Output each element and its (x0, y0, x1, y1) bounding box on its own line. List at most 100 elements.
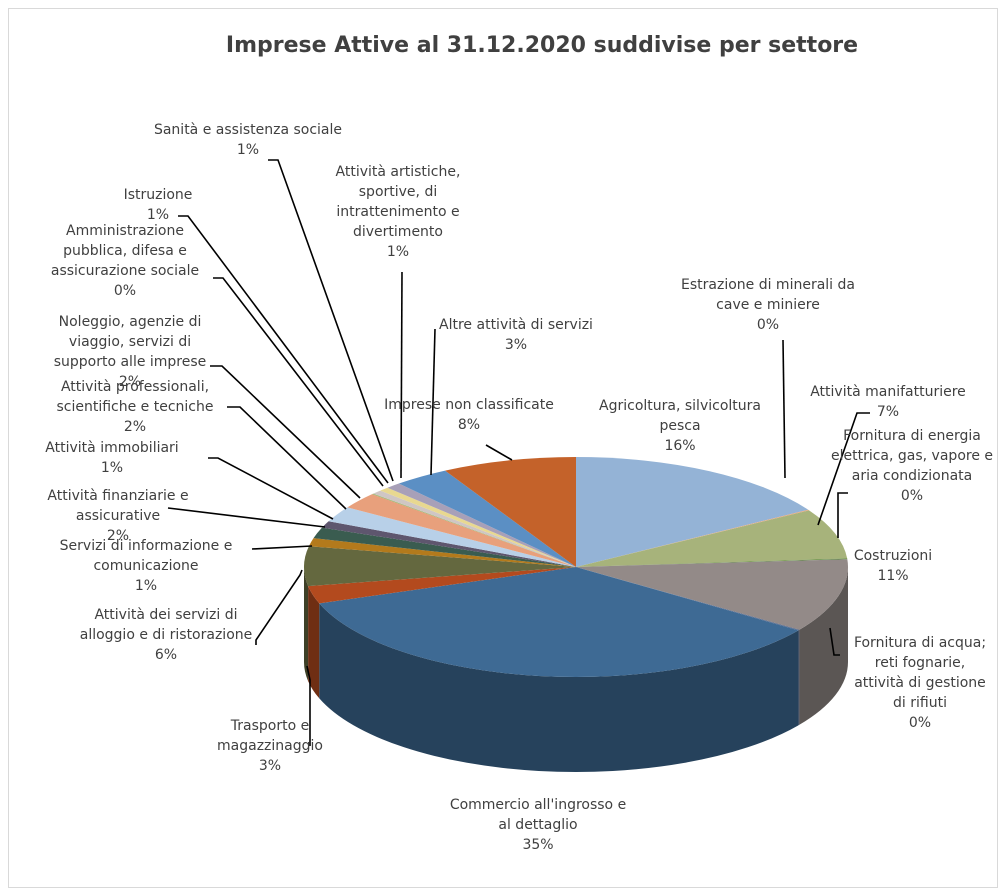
leader-line-8 (255, 569, 303, 645)
slice-label-4: Costruzioni 11% (854, 548, 932, 584)
slice-label-line: al dettaglio (498, 817, 577, 833)
slice-label-line: comunicazione (93, 558, 198, 574)
slice-label-line: Istruzione (124, 187, 193, 203)
slice-16 (380, 487, 576, 567)
slice-7 (308, 567, 576, 604)
slice-label-3: Fornitura di energia elettrica, gas, vapo… (831, 428, 993, 504)
slice-label-line: Imprese non classificate (384, 397, 554, 413)
slice-1 (576, 509, 810, 567)
leader-line-10 (167, 507, 326, 528)
slice-percent-7: 3% (259, 758, 281, 774)
slice-percent-12: 2% (124, 419, 146, 435)
slice-label-line: assicurazione sociale (51, 263, 199, 279)
slice-percent-9: 1% (135, 578, 157, 594)
slice-label-6: Commercio all'ingrosso e al dettaglio 35% (450, 797, 626, 853)
slice-percent-14: 0% (114, 283, 136, 299)
leader-line-16 (268, 159, 394, 482)
slice-label-line: Attività finanziarie e (47, 488, 188, 504)
slice-label-line: aria condizionata (852, 468, 973, 484)
slice-label-2: Attività manifatturiere 7% (810, 384, 966, 420)
slice-side-4 (799, 567, 848, 725)
slice-percent-13: 2% (119, 374, 141, 390)
leader-line-19 (485, 444, 513, 461)
slice-13 (347, 494, 576, 567)
slice-label-11: Attività immobiliari 1% (45, 440, 178, 476)
slice-percent-17: 1% (387, 244, 409, 260)
slice-6 (319, 567, 799, 677)
slice-percent-3: 0% (901, 488, 923, 504)
slice-label-17: Attività artistiche, sportive, di intratte… (336, 164, 461, 260)
slice-label-line: Sanità e assistenza sociale (154, 122, 342, 138)
slice-label-line: Servizi di informazione e (60, 538, 233, 554)
slice-percent-1: 0% (757, 317, 779, 333)
slice-label-line: Trasporto e (230, 718, 309, 734)
slice-11 (321, 521, 576, 567)
slice-label-1: Estrazione di minerali da cave e miniere 0… (681, 277, 855, 333)
slice-percent-4: 11% (877, 568, 908, 584)
slice-label-line: Attività manifatturiere (810, 384, 966, 400)
slice-percent-11: 1% (101, 460, 123, 476)
slice-18 (398, 470, 576, 567)
slice-0 (576, 457, 809, 567)
slice-label-line: viaggio, servizi di (69, 334, 191, 350)
slice-label-line: magazzinaggio (217, 738, 323, 754)
slice-label-line: Fornitura di energia (843, 428, 981, 444)
slice-percent-16: 1% (237, 142, 259, 158)
slice-labels: Agricoltura, silvicoltura pesca 16% Estrazi… (45, 122, 993, 853)
chart-title: Imprese Attive al 31.12.2020 suddivise p… (226, 33, 858, 58)
slice-label-line: Attività dei servizi di (94, 607, 237, 623)
slice-label-line: scientifiche e tecniche (56, 399, 213, 415)
slice-side-7 (308, 586, 320, 699)
slice-label-14: Amministrazione pubblica, difesa e assicur… (51, 223, 199, 299)
leader-line-11 (208, 457, 334, 520)
slice-14 (372, 493, 576, 567)
slice-label-line: di rifiuti (893, 695, 947, 711)
leader-line-3 (837, 492, 848, 538)
slice-8 (304, 546, 576, 587)
slice-label-7: Trasporto e magazzinaggio 3% (217, 718, 323, 774)
leader-line-18 (430, 328, 436, 476)
leader-line-15 (178, 215, 389, 484)
slice-label-line: Attività artistiche, (336, 164, 461, 180)
pie-sides (304, 567, 848, 772)
slice-label-line: Noleggio, agenzie di (59, 314, 202, 330)
slice-label-line: pesca (659, 418, 700, 434)
slice-percent-6: 35% (522, 837, 553, 853)
leader-line-5 (829, 627, 840, 656)
slice-10 (313, 527, 576, 567)
slice-percent-18: 3% (505, 337, 527, 353)
slice-label-5: Fornitura di acqua; reti fognarie, attivit… (854, 635, 986, 731)
slice-label-line: Attività professionali, (61, 379, 209, 395)
slice-label-12: Attività professionali, scientifiche e te… (56, 379, 213, 435)
leader-line-13 (210, 365, 361, 499)
pie-tops (304, 457, 849, 677)
leader-line-12 (227, 406, 347, 510)
slice-label-13: Noleggio, agenzie di viaggio, servizi di s… (54, 314, 207, 390)
slice-label-10: Attività finanziarie e assicurative 2% (47, 488, 188, 544)
slice-label-18: Altre attività di servizi 3% (439, 317, 593, 353)
slice-label-line: divertimento (353, 224, 443, 240)
slice-label-line: supporto alle imprese (54, 354, 207, 370)
slice-9 (308, 538, 576, 567)
slice-label-line: pubblica, difesa e (63, 243, 187, 259)
slice-side-6 (319, 603, 799, 772)
slice-label-line: cave e miniere (716, 297, 820, 313)
slice-4 (576, 559, 849, 630)
slice-label-line: attività di gestione (854, 675, 986, 691)
slice-label-line: Attività immobiliari (45, 440, 178, 456)
slice-label-line: reti fognarie, (875, 655, 965, 671)
slice-label-line: Costruzioni (854, 548, 932, 564)
slice-3 (576, 558, 848, 567)
slice-19 (445, 457, 576, 567)
slice-2 (576, 510, 848, 567)
slice-percent-15: 1% (147, 207, 169, 223)
slice-label-line: Commercio all'ingrosso e (450, 797, 626, 813)
leader-lines (167, 159, 870, 746)
slice-17 (387, 483, 576, 567)
slice-label-15: Istruzione 1% (124, 187, 193, 223)
slice-label-line: Fornitura di acqua; (854, 635, 986, 651)
slice-percent-8: 6% (155, 647, 177, 663)
slice-label-line: assicurative (76, 508, 160, 524)
slice-label-19: Imprese non classificate 8% (384, 397, 554, 433)
